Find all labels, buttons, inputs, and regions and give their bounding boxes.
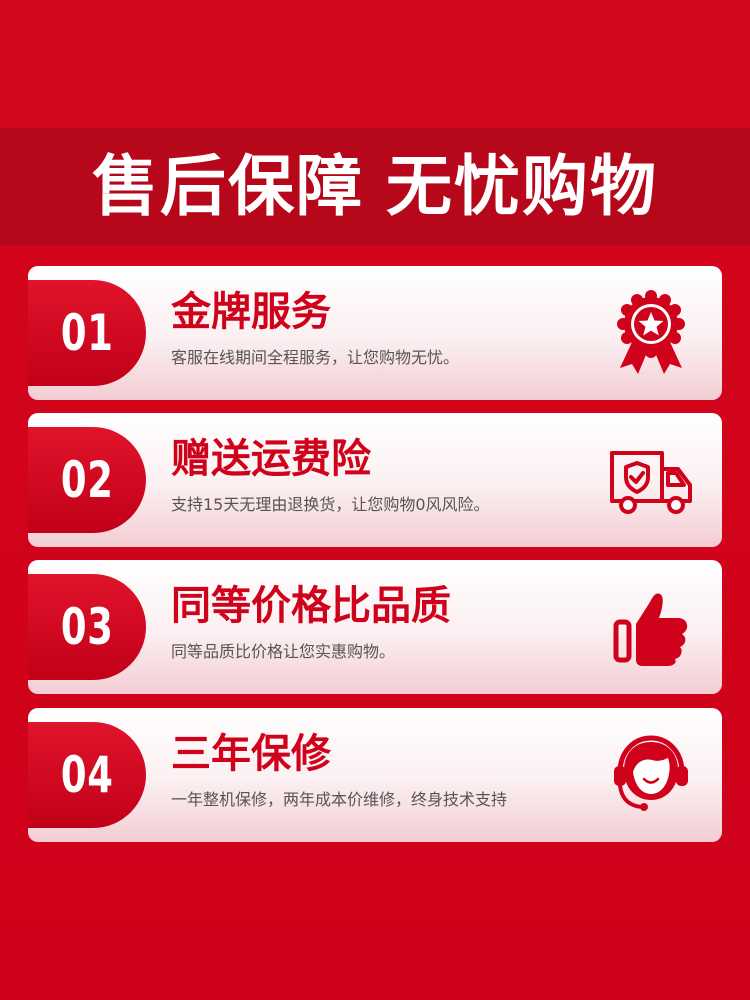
card-title: 同等价格比品质 (171, 583, 451, 629)
card-title: 金牌服务 (171, 289, 331, 335)
top-red-band (0, 0, 750, 128)
guarantee-card-price-quality: 03 同等价格比品质 同等品质比价格让您实惠购物。 (28, 560, 722, 694)
thumbs-up-icon (606, 584, 696, 670)
page-title-part1: 售后保障 (92, 148, 364, 225)
title-band: 售后保障 无忧购物 (0, 128, 750, 246)
delivery-truck-shield-icon (606, 437, 696, 523)
card-number-badge: 02 (28, 427, 146, 533)
page-title-part2: 无忧购物 (386, 148, 658, 225)
card-number: 01 (60, 304, 114, 362)
medal-star-icon (606, 290, 696, 376)
guarantee-card-gold-service: 01 金牌服务 客服在线期间全程服务，让您购物无忧。 (28, 266, 722, 400)
page-title: 售后保障 无忧购物 (92, 154, 658, 220)
card-title: 赠送运费险 (171, 436, 371, 482)
guarantee-card-shipping-insurance: 02 赠送运费险 支持15天无理由退换货，让您购物0风风险。 (28, 413, 722, 547)
card-number-badge: 04 (28, 722, 146, 828)
guarantee-card-three-year-warranty: 04 三年保修 一年整机保修，两年成本价维修，终身技术支持 (28, 708, 722, 842)
card-number: 03 (60, 598, 114, 656)
card-title: 三年保修 (171, 731, 331, 777)
card-number: 02 (60, 451, 114, 509)
card-subtitle: 一年整机保修，两年成本价维修，终身技术支持 (171, 790, 508, 809)
card-number: 04 (60, 746, 114, 804)
card-number-badge: 03 (28, 574, 146, 680)
customer-service-headset-icon (606, 732, 696, 818)
card-subtitle: 支持15天无理由退换货，让您购物0风风险。 (171, 495, 490, 514)
card-subtitle: 同等品质比价格让您实惠购物。 (171, 642, 396, 661)
card-subtitle: 客服在线期间全程服务，让您购物无忧。 (171, 348, 460, 367)
card-number-badge: 01 (28, 280, 146, 386)
